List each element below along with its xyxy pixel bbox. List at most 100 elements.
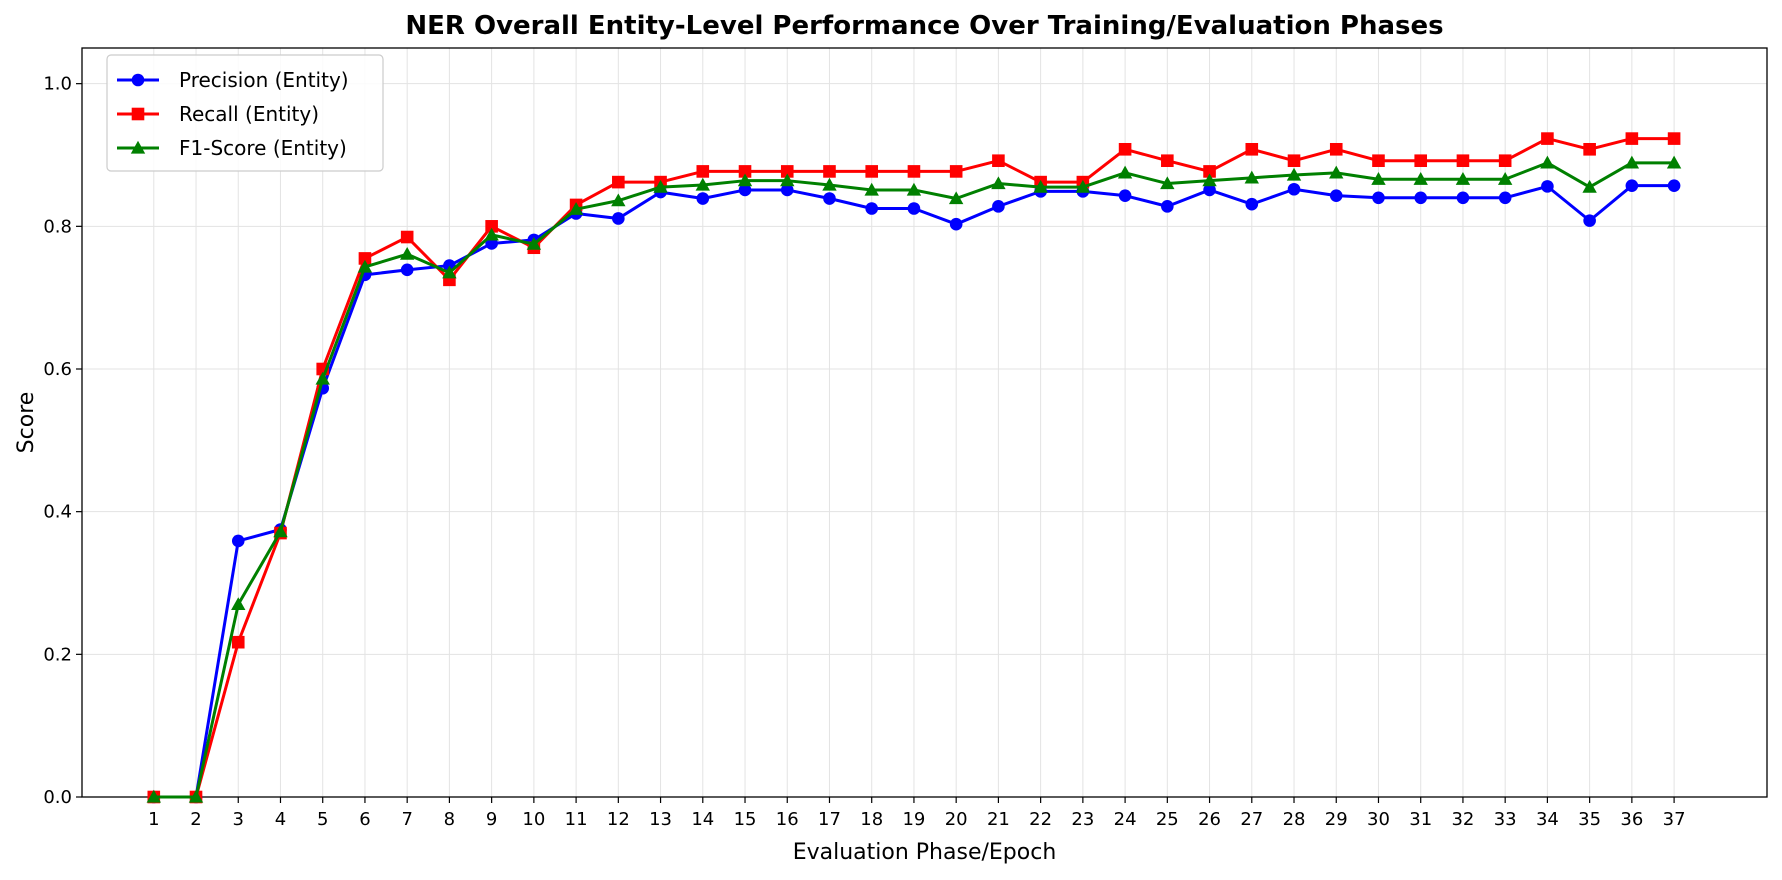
f1-score-entity-point [568, 202, 584, 215]
precision-entity-point [1414, 191, 1428, 205]
recall-entity-point [992, 154, 1005, 168]
f1-score-entity-point [315, 371, 330, 385]
x-tick-label: 22 [1029, 809, 1052, 830]
f1-score-entity-point [1582, 179, 1597, 193]
recall-entity-point [1625, 132, 1639, 145]
recall-entity-point [1287, 154, 1301, 168]
recall-entity-point [1118, 142, 1132, 156]
legend-box [106, 54, 384, 172]
chart-title: NER Overall Entity-Level Performance Ove… [405, 11, 1443, 41]
f1-score-entity-point [780, 173, 795, 187]
x-tick-label: 37 [1663, 809, 1686, 830]
f1-score-entity-point [1455, 172, 1471, 185]
precision-entity-point [1372, 191, 1385, 205]
f1-score-entity-point [1371, 172, 1386, 185]
x-tick-label: 18 [860, 809, 883, 830]
recall-entity-point [400, 230, 414, 244]
x-tick-label: 32 [1451, 809, 1474, 830]
precision-entity-point [1456, 191, 1470, 205]
x-tick-label: 33 [1494, 809, 1517, 830]
recall-entity-point [1541, 132, 1554, 145]
x-tick-label: 35 [1578, 809, 1601, 830]
x-tick-label: 27 [1240, 809, 1263, 830]
f1-score-entity-point [991, 176, 1006, 190]
x-tick-label: 7 [401, 809, 412, 830]
f1-score-entity-point [146, 789, 161, 803]
legend-precision-entity-label: Precision (Entity) [179, 68, 349, 92]
precision-entity-point [400, 263, 414, 277]
x-tick-label: 9 [486, 809, 497, 830]
precision-entity-point [231, 534, 245, 548]
recall-entity-point [949, 165, 963, 178]
x-tick-label: 21 [987, 809, 1010, 830]
recall-entity-point [485, 220, 498, 233]
x-tick-label: 16 [776, 809, 799, 830]
recall-entity-point [612, 175, 625, 189]
x-tick-label: 24 [1114, 809, 1137, 830]
f1-score-entity-point [948, 191, 964, 205]
precision-entity-point [907, 202, 921, 215]
recall-entity-point [1498, 154, 1512, 168]
precision-entity-point [1118, 189, 1132, 202]
precision-entity-point [612, 212, 625, 225]
y-tick-label: 1.0 [43, 74, 72, 95]
y-axis-label: Score [14, 392, 39, 454]
recall-entity-point [907, 165, 921, 178]
precision-entity-point [949, 217, 963, 231]
precision-entity-point [1245, 197, 1259, 211]
x-tick-label: 14 [691, 809, 714, 830]
x-tick-label: 1 [148, 809, 159, 830]
f1-score-entity-point [442, 265, 457, 279]
x-tick-label: 13 [649, 809, 672, 830]
recall-entity-point [1245, 142, 1259, 156]
f1-score-entity-point [1497, 172, 1513, 185]
f1-score-entity-point [1244, 170, 1259, 184]
series-f1-score-entity [146, 155, 1682, 803]
recall-entity-point [780, 165, 794, 178]
x-tick-label: 36 [1620, 809, 1643, 830]
x-tick-label: 29 [1325, 809, 1348, 830]
f1-score-entity-point [1624, 155, 1640, 169]
f1-score-entity-point [231, 597, 246, 611]
x-tick-label: 19 [902, 809, 925, 830]
y-tick-label: 0.6 [43, 359, 72, 380]
legend-f1-score-entity-label: F1-Score (Entity) [179, 136, 347, 160]
f1-score-entity-point [399, 246, 415, 260]
x-tick-label: 25 [1156, 809, 1179, 830]
recall-entity-point [358, 252, 372, 265]
y-axis-ticks: 0.0 0.2 0.4 0.6 0.8 1.0 [43, 74, 82, 808]
f1-score-entity-point [695, 177, 710, 191]
f1-score-entity-point [1075, 179, 1091, 193]
x-tick-label: 8 [444, 809, 455, 830]
legend-recall-entity-marker [131, 107, 145, 121]
precision-entity-point [696, 192, 710, 205]
precision-entity-point [823, 192, 836, 205]
f1-score-entity-point [526, 236, 542, 250]
precision-entity-point [865, 202, 879, 215]
recall-entity-point [1456, 154, 1470, 168]
f1-score-entity-point [653, 179, 668, 193]
f1-score-entity-point [1286, 167, 1302, 181]
recall-entity-point [1372, 154, 1385, 168]
precision-entity-point [1329, 189, 1343, 202]
precision-entity-point [992, 200, 1005, 213]
series-layer [146, 132, 1682, 804]
recall-entity-point [1329, 142, 1343, 156]
x-tick-label: 4 [275, 809, 286, 830]
x-axis-label: Evaluation Phase/Epoch [793, 840, 1057, 865]
recall-entity-point [1583, 142, 1596, 156]
f1-score-entity-point [864, 182, 879, 196]
f1-score-entity-point [822, 177, 837, 191]
precision-entity-point [1541, 180, 1554, 193]
x-tick-label: 31 [1409, 809, 1432, 830]
recall-entity-point [231, 635, 245, 649]
x-tick-label: 3 [233, 809, 244, 830]
precision-entity-point [1667, 179, 1681, 192]
series-recall-entity [147, 132, 1681, 804]
legend: Precision (Entity) Recall (Entity) F1-Scor… [106, 54, 384, 172]
legend-precision-entity-marker [131, 73, 145, 87]
x-tick-label: 2 [190, 809, 201, 830]
recall-entity-point [696, 165, 710, 178]
x-tick-label: 17 [818, 809, 841, 830]
